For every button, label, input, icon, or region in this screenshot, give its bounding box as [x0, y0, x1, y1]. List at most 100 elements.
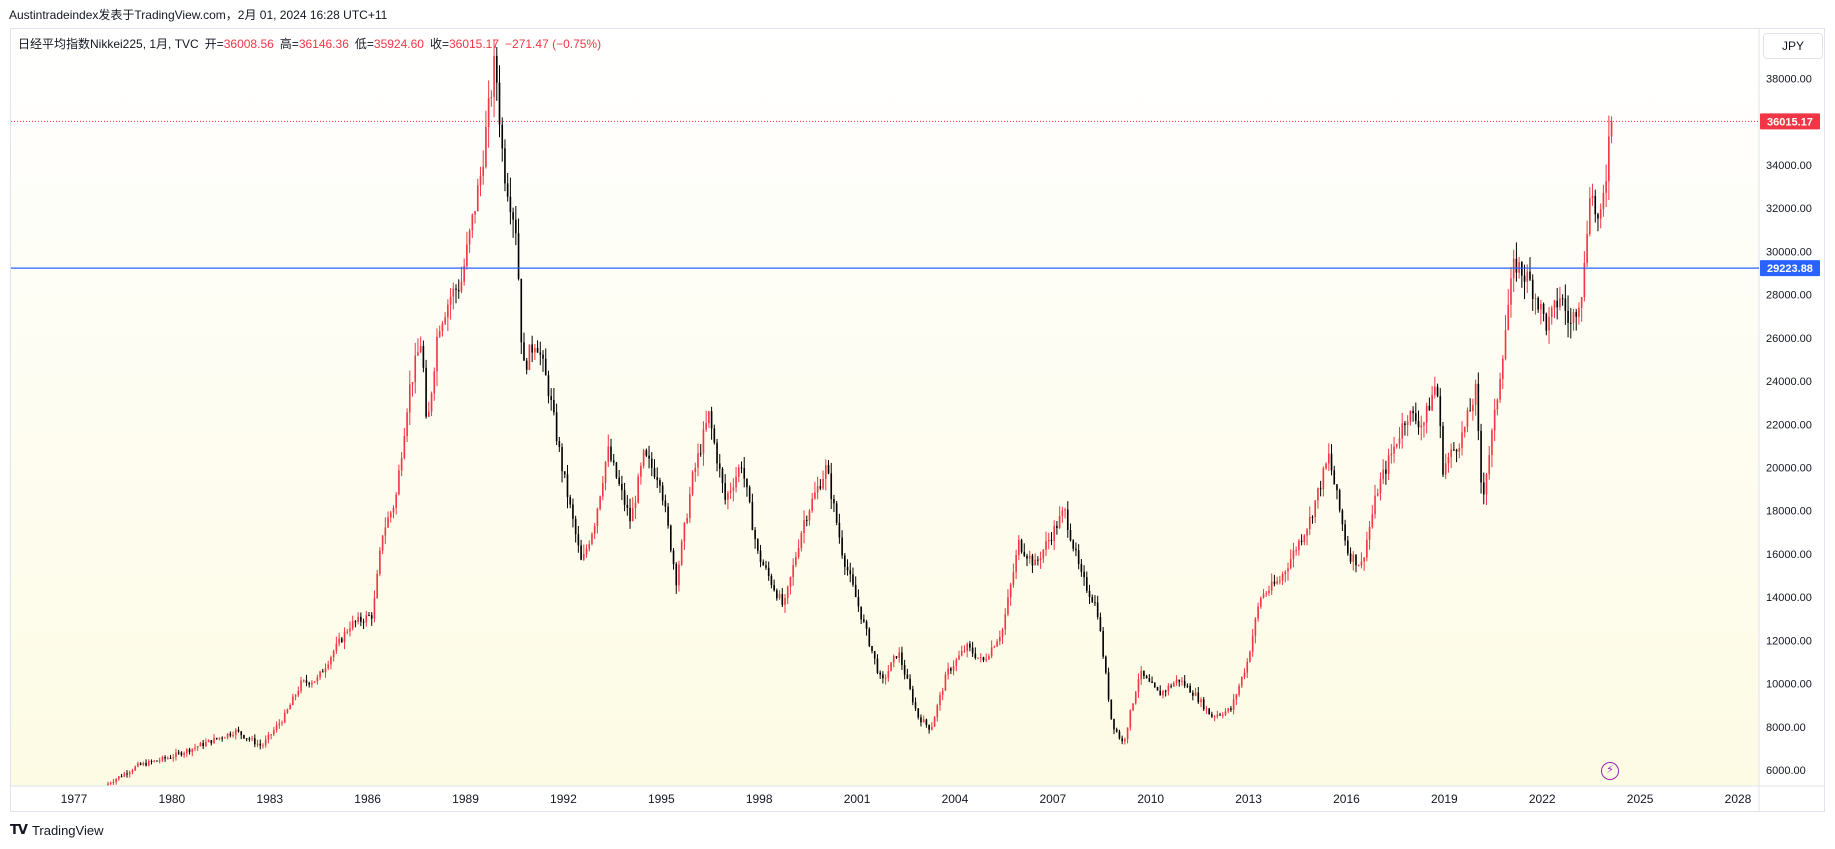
candle-body-167 [561, 447, 563, 472]
candle-body-435 [1289, 558, 1292, 569]
legend-close-value: 36015.17 [448, 37, 500, 51]
candle-body-464 [1368, 526, 1371, 540]
candle-body-326 [993, 646, 996, 648]
candle-body-205 [664, 500, 667, 507]
candle-body-314 [960, 650, 963, 656]
candle-body-303 [931, 726, 933, 730]
candle-body-265 [827, 465, 830, 474]
candle-body-236 [748, 487, 751, 503]
candle-body-214 [689, 494, 691, 518]
candle-body-396 [1183, 680, 1186, 686]
candle-body-426 [1265, 593, 1268, 595]
candle-body-409 [1219, 714, 1221, 716]
candle-body-16 [150, 760, 153, 762]
candle-body-90 [351, 621, 354, 629]
candle-body-148 [509, 196, 512, 213]
candle-body-161 [544, 358, 547, 376]
candle-body-519 [1518, 262, 1520, 273]
candle-body-373 [1121, 738, 1123, 742]
candle-body-479 [1409, 410, 1412, 422]
candle-body-1 [109, 782, 112, 784]
candle-body-262 [819, 486, 822, 489]
legend-change-value: −271.47 (−0.75%) [505, 37, 602, 51]
candle-body-239 [757, 539, 759, 551]
candle-body-206 [667, 506, 669, 526]
currency-button[interactable]: JPY [1763, 33, 1823, 59]
candle-body-266 [830, 473, 833, 500]
candle-body-149 [512, 212, 514, 220]
candle-body-5 [120, 776, 123, 778]
candle-body-15 [147, 760, 150, 766]
candle-body-215 [691, 472, 694, 495]
candle-body-93 [360, 616, 362, 622]
y-tick-label-4: 14000.00 [1766, 592, 1812, 604]
candle-body-192 [629, 507, 631, 522]
candle-body-410 [1221, 714, 1224, 716]
candle-body-133 [468, 230, 471, 245]
candle-body-481 [1414, 413, 1417, 421]
candle-body-271 [844, 555, 846, 567]
candle-body-443 [1311, 516, 1314, 518]
candle-body-528 [1542, 303, 1545, 314]
candle-body-290 [895, 656, 898, 658]
candle-body-472 [1390, 453, 1393, 456]
candle-body-140 [487, 98, 490, 128]
candle-body-196 [640, 465, 642, 477]
candle-body-184 [607, 446, 610, 462]
x-tick-label-9: 2004 [942, 792, 969, 806]
candle-body-405 [1208, 708, 1210, 715]
candle-body-249 [784, 598, 786, 605]
candle-body-357 [1077, 550, 1080, 564]
candle-body-300 [922, 719, 925, 723]
candle-body-446 [1319, 488, 1322, 490]
candle-body-366 [1102, 630, 1104, 657]
candle-body-134 [471, 214, 474, 231]
candle-body-179 [593, 525, 596, 534]
candle-body-453 [1338, 490, 1341, 511]
candle-body-293 [903, 664, 906, 675]
candle-body-34 [199, 743, 202, 747]
candle-body-478 [1406, 421, 1409, 425]
candle-body-27 [180, 752, 183, 756]
candle-body-341 [1034, 559, 1036, 566]
candle-body-393 [1175, 679, 1178, 684]
candle-body-166 [558, 441, 561, 448]
candle-body-57 [262, 745, 264, 747]
candle-body-414 [1232, 699, 1235, 710]
candle-body-425 [1262, 593, 1265, 598]
candle-body-307 [941, 690, 944, 695]
x-tick-label-1: 1980 [159, 792, 186, 806]
candle-body-447 [1322, 468, 1325, 490]
candle-body-417 [1240, 676, 1243, 686]
x-tick-label-3: 1986 [354, 792, 381, 806]
candle-body-194 [634, 502, 637, 508]
candle-body-200 [650, 458, 653, 468]
candle-body-532 [1553, 300, 1556, 308]
candle-body-42 [221, 737, 223, 739]
footer-brand-text: TradingView [31, 823, 104, 838]
candle-body-113 [414, 355, 417, 383]
candle-body-38 [210, 740, 213, 744]
candle-body-269 [838, 522, 841, 538]
candle-body-499 [1463, 426, 1466, 433]
candle-body-20 [161, 756, 164, 761]
candle-body-128 [455, 288, 457, 290]
candle-body-336 [1020, 539, 1023, 552]
candle-body-98 [373, 598, 376, 619]
candle-body-53 [251, 738, 253, 740]
candle-body-160 [542, 354, 544, 359]
candle-body-358 [1080, 563, 1083, 572]
candle-body-513 [1501, 358, 1504, 380]
lightning-icon[interactable]: ⚡ [1601, 762, 1619, 780]
candle-body-66 [286, 709, 289, 713]
candle-body-389 [1164, 690, 1167, 692]
x-tick-label-12: 2013 [1235, 792, 1262, 806]
footer-branding[interactable]: TV TradingView [10, 823, 103, 838]
candle-body-445 [1317, 488, 1319, 501]
y-tick-label-3: 12000.00 [1766, 635, 1812, 647]
candle-body-349 [1056, 525, 1058, 529]
candle-body-351 [1061, 510, 1064, 517]
candle-body-402 [1200, 699, 1202, 703]
candle-body-165 [555, 412, 558, 442]
